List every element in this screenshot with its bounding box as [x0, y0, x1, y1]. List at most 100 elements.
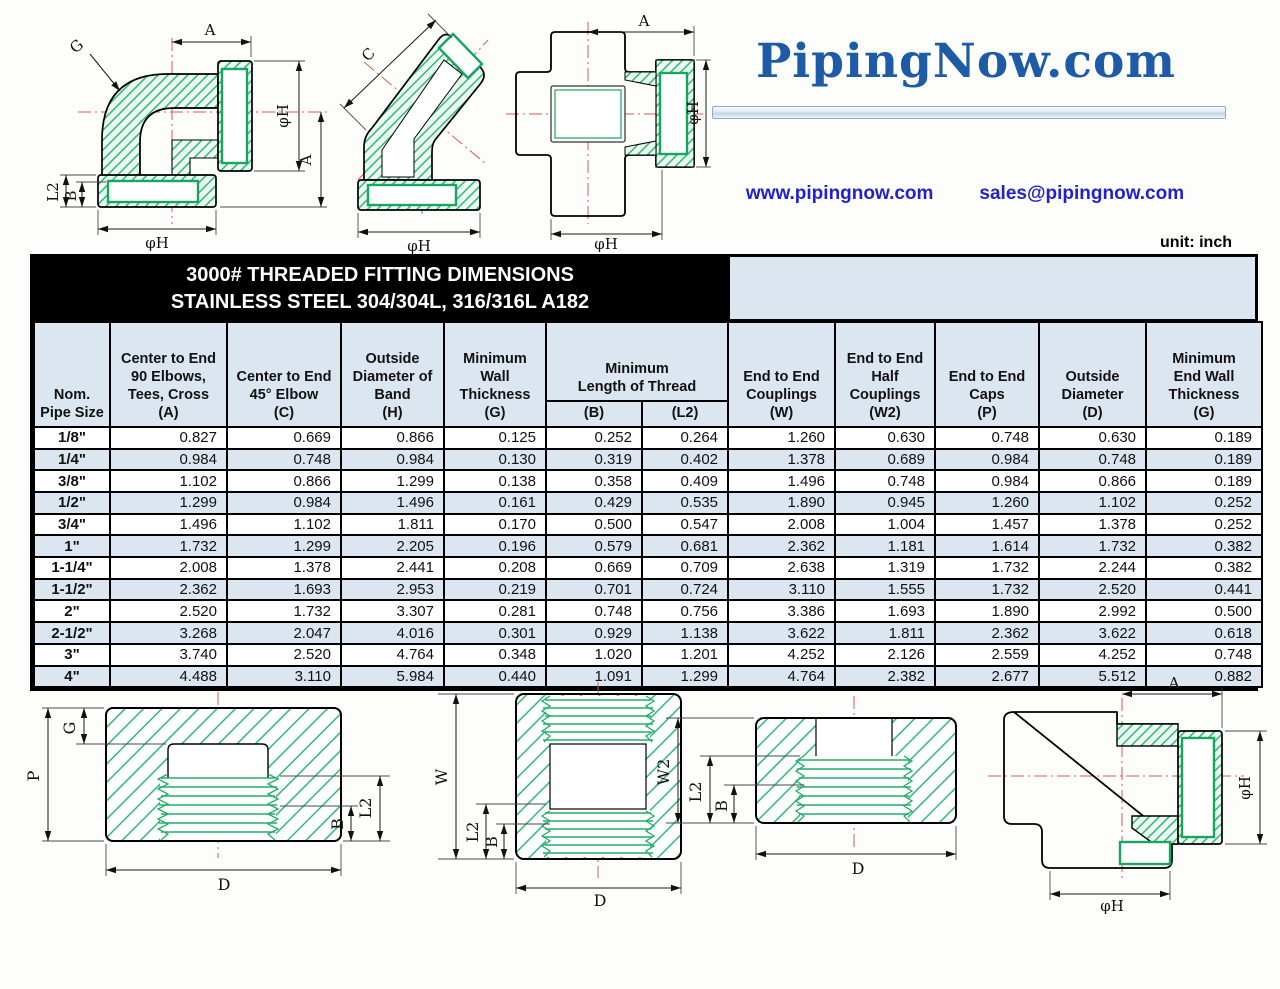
drawing-cross-section: A φH φH: [506, 12, 711, 253]
dimension-cell: 0.402: [640, 447, 730, 472]
dimension-cell: 2.520: [1038, 577, 1148, 602]
dimension-cell: 4.764: [340, 642, 445, 667]
dimension-cell: 0.709: [640, 556, 730, 580]
logo-underline-bar: [712, 106, 1226, 119]
dim-label-d: D: [852, 859, 865, 878]
dimension-cell: 1.102: [1038, 491, 1148, 515]
dimension-cell: 0.547: [640, 512, 730, 537]
dimension-cell: 0.929: [545, 621, 643, 645]
pipe-size-cell: 2": [33, 599, 111, 624]
dimension-cell: 0.984: [109, 447, 228, 472]
dimension-cell: 0.382: [1145, 556, 1264, 580]
table-row: 3/8" 1.102 0.866 1.299 0.138 0.358 0.409 1.496 0…: [33, 469, 1264, 494]
dimension-cell: 1.457: [934, 512, 1041, 537]
thread-zone: [800, 756, 908, 822]
thread-zone: [546, 809, 650, 857]
dimension-cell: 0.748: [1145, 642, 1264, 667]
dimension-cell: 0.630: [1038, 425, 1148, 450]
elbow-bend-wall: [101, 73, 219, 178]
dimension-cell: 1.102: [109, 469, 228, 494]
dimension-cell: 1.378: [1038, 512, 1148, 537]
dimension-cell: 0.500: [545, 512, 643, 537]
dimension-cell: 0.984: [934, 447, 1041, 472]
dimension-cell: 0.748: [226, 447, 342, 472]
dimension-cell: 0.440: [443, 664, 547, 689]
dimension-cell: 0.409: [640, 469, 730, 494]
dimension-cell: 1.732: [1038, 534, 1148, 559]
dimension-cell: 0.189: [1145, 469, 1264, 494]
dim-label-b: B: [712, 800, 731, 812]
dim-label-b: B: [328, 818, 347, 830]
dimension-cell: 0.748: [545, 599, 643, 624]
threads: [540, 695, 656, 858]
thread-socket: [366, 183, 458, 207]
dim-label-phih-right: φH: [1236, 776, 1254, 800]
dimension-cell: 0.441: [1145, 577, 1264, 602]
dimension-cell: 0.866: [226, 469, 342, 494]
table-row: 2" 2.520 1.732 3.307 0.281 0.748 0.756 3.386 1.6…: [33, 599, 1264, 624]
dimension-cell: 2.382: [834, 664, 937, 689]
dimension-cell: 1.299: [340, 469, 445, 494]
thread-zone: [546, 696, 650, 744]
dimension-cell: 3.740: [109, 642, 228, 667]
cap-bore: [160, 774, 276, 840]
dimension-cell: 1.693: [834, 599, 937, 624]
col-header-a: Center to End 90 Elbows, Tees, Cross (A): [109, 321, 228, 428]
table-row: 1/8" 0.827 0.669 0.866 0.125 0.252 0.264 1.260 0…: [33, 425, 1264, 450]
dim-label-d: D: [218, 875, 231, 894]
dimension-cell: 1.299: [226, 534, 342, 559]
dim-label-b: B: [62, 190, 80, 201]
dimension-cell: 0.161: [443, 491, 547, 515]
dimension-cell: 0.748: [834, 469, 937, 494]
threads: [156, 773, 280, 841]
dimension-cell: 4.252: [727, 642, 837, 667]
dimension-cell: 0.701: [545, 577, 643, 602]
dimension-cell: 0.170: [443, 512, 547, 537]
dimension-cell: 2.362: [109, 577, 228, 602]
sheet-title-line1: 3000# THREADED FITTING DIMENSIONS: [186, 263, 574, 286]
dimension-cell: 2.008: [109, 556, 228, 580]
drawing-coupling-section: W L2 B D: [432, 682, 682, 910]
dimension-cell: 0.208: [443, 556, 547, 580]
spec-sheet: 3000# THREADED FITTING DIMENSIONS STAINL…: [30, 254, 1264, 692]
col-header-w2: End to End Half Couplings (W2): [834, 321, 937, 428]
dim-label-a-top: A: [1168, 674, 1180, 692]
dimension-cell: 1.260: [934, 491, 1041, 515]
table-row: 1/2" 1.299 0.984 1.496 0.161 0.429 0.535 1.890 0…: [33, 491, 1264, 515]
dimension-cell: 0.500: [1145, 599, 1264, 624]
unit-note: unit: inch: [1160, 234, 1232, 251]
col-header-d: Outside Diameter (D): [1038, 321, 1148, 428]
dimension-cell: 0.252: [545, 425, 643, 450]
drawing-half-coupling-section: W2 L2 B D: [654, 696, 957, 878]
dimension-cell: 0.138: [443, 469, 547, 494]
dimension-cell: 1.102: [226, 512, 342, 537]
dimension-cell: 1.496: [109, 512, 228, 537]
dimension-cell: 1.811: [834, 621, 937, 645]
col-header-size: Nom. Pipe Size: [33, 321, 111, 428]
pipe-size-cell: 3": [33, 642, 111, 667]
dim-label-b: B: [482, 836, 501, 848]
dimension-cell: 0.189: [1145, 447, 1264, 472]
dimension-cell: 1.890: [727, 491, 837, 515]
pipe-size-cell: 1/8": [33, 425, 111, 450]
pipe-size-cell: 2-1/2": [33, 621, 111, 645]
dimension-cell: 1.555: [834, 577, 937, 602]
dimension-cell: 2.126: [834, 642, 937, 667]
dimension-cell: 3.268: [109, 621, 228, 645]
dimension-cell: 1.020: [545, 642, 643, 667]
dimension-cell: 0.984: [226, 491, 342, 515]
email-link[interactable]: sales@pipingnow.com: [979, 183, 1185, 204]
dimension-table: Nom. Pipe Size Center to End 90 Elbows, …: [33, 321, 1264, 689]
dimension-cell: 1.811: [340, 512, 445, 537]
dimension-cell: 1.201: [640, 642, 730, 667]
dimension-cell: 1.732: [934, 556, 1041, 580]
dimension-cell: 0.756: [640, 599, 730, 624]
dimension-cell: 0.301: [443, 621, 547, 645]
website-link[interactable]: www.pipingnow.com: [745, 183, 934, 204]
dim-label-p: P: [24, 770, 43, 781]
dimension-cell: 0.618: [1145, 621, 1264, 645]
dim-label-phih-bottom: φH: [594, 235, 618, 253]
table-row: 1" 1.732 1.299 2.205 0.196 0.579 0.681 2.362 1.1…: [33, 534, 1264, 559]
dimension-cell: 0.535: [640, 491, 730, 515]
coupling-bore: [549, 743, 647, 810]
